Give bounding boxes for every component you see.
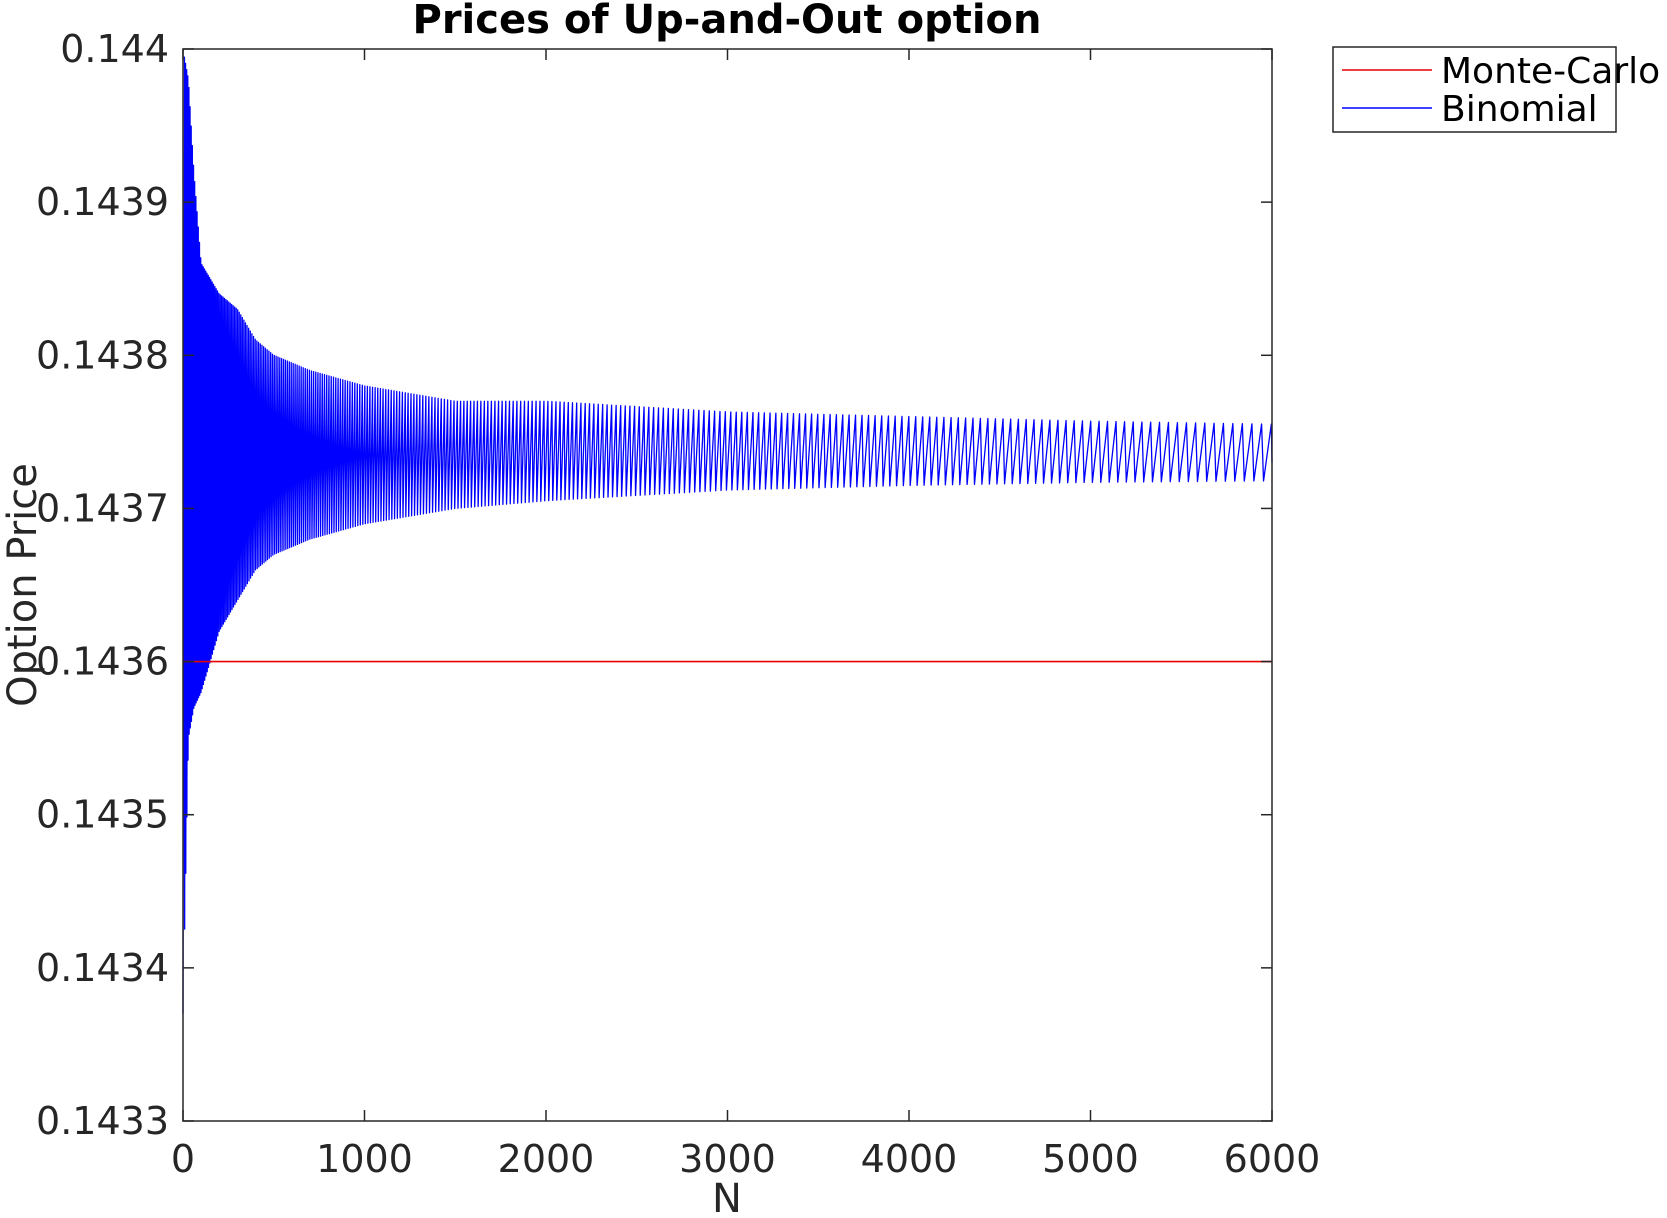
x-tick-label: 4000 <box>861 1137 958 1181</box>
y-tick-label: 0.1438 <box>36 333 169 377</box>
x-tick-label: 6000 <box>1224 1137 1321 1181</box>
series-line-binomial <box>182 56 1273 1014</box>
y-tick-label: 0.1439 <box>36 180 169 224</box>
y-tick-label: 0.1437 <box>36 486 169 530</box>
y-tick-label: 0.1434 <box>36 946 169 990</box>
legend-box <box>1332 46 1617 133</box>
y-tick-label: 0.1433 <box>36 1099 169 1143</box>
legend-label-binomial: Binomial <box>1441 89 1598 130</box>
chart-title: Prices of Up-and-Out option <box>413 0 1042 43</box>
y-axis-label: Option Price <box>0 463 46 707</box>
y-tick-label: 0.1435 <box>36 793 169 837</box>
y-tick-label: 0.144 <box>60 27 169 71</box>
x-tick-label: 1000 <box>316 1137 413 1181</box>
x-tick-label: 5000 <box>1042 1137 1139 1181</box>
y-axis: 0.1433 0.1434 0.1435 0.1436 0.1437 0.1438 0.14… <box>36 27 1272 1143</box>
legend: Monte-Carlo Binomial <box>1332 46 1660 133</box>
x-tick-label: 0 <box>171 1137 195 1181</box>
x-axis: 0 1000 2000 3000 4000 5000 6000 <box>171 49 1320 1181</box>
legend-label-monte-carlo: Monte-Carlo <box>1441 51 1660 92</box>
x-tick-label: 2000 <box>498 1137 595 1181</box>
y-tick-label: 0.1436 <box>36 640 169 684</box>
plot-area <box>183 49 1272 1121</box>
x-tick-label: 3000 <box>679 1137 776 1181</box>
plot-background <box>183 49 1272 1121</box>
x-axis-label: N <box>712 1176 742 1218</box>
series-layer <box>182 56 1273 1014</box>
